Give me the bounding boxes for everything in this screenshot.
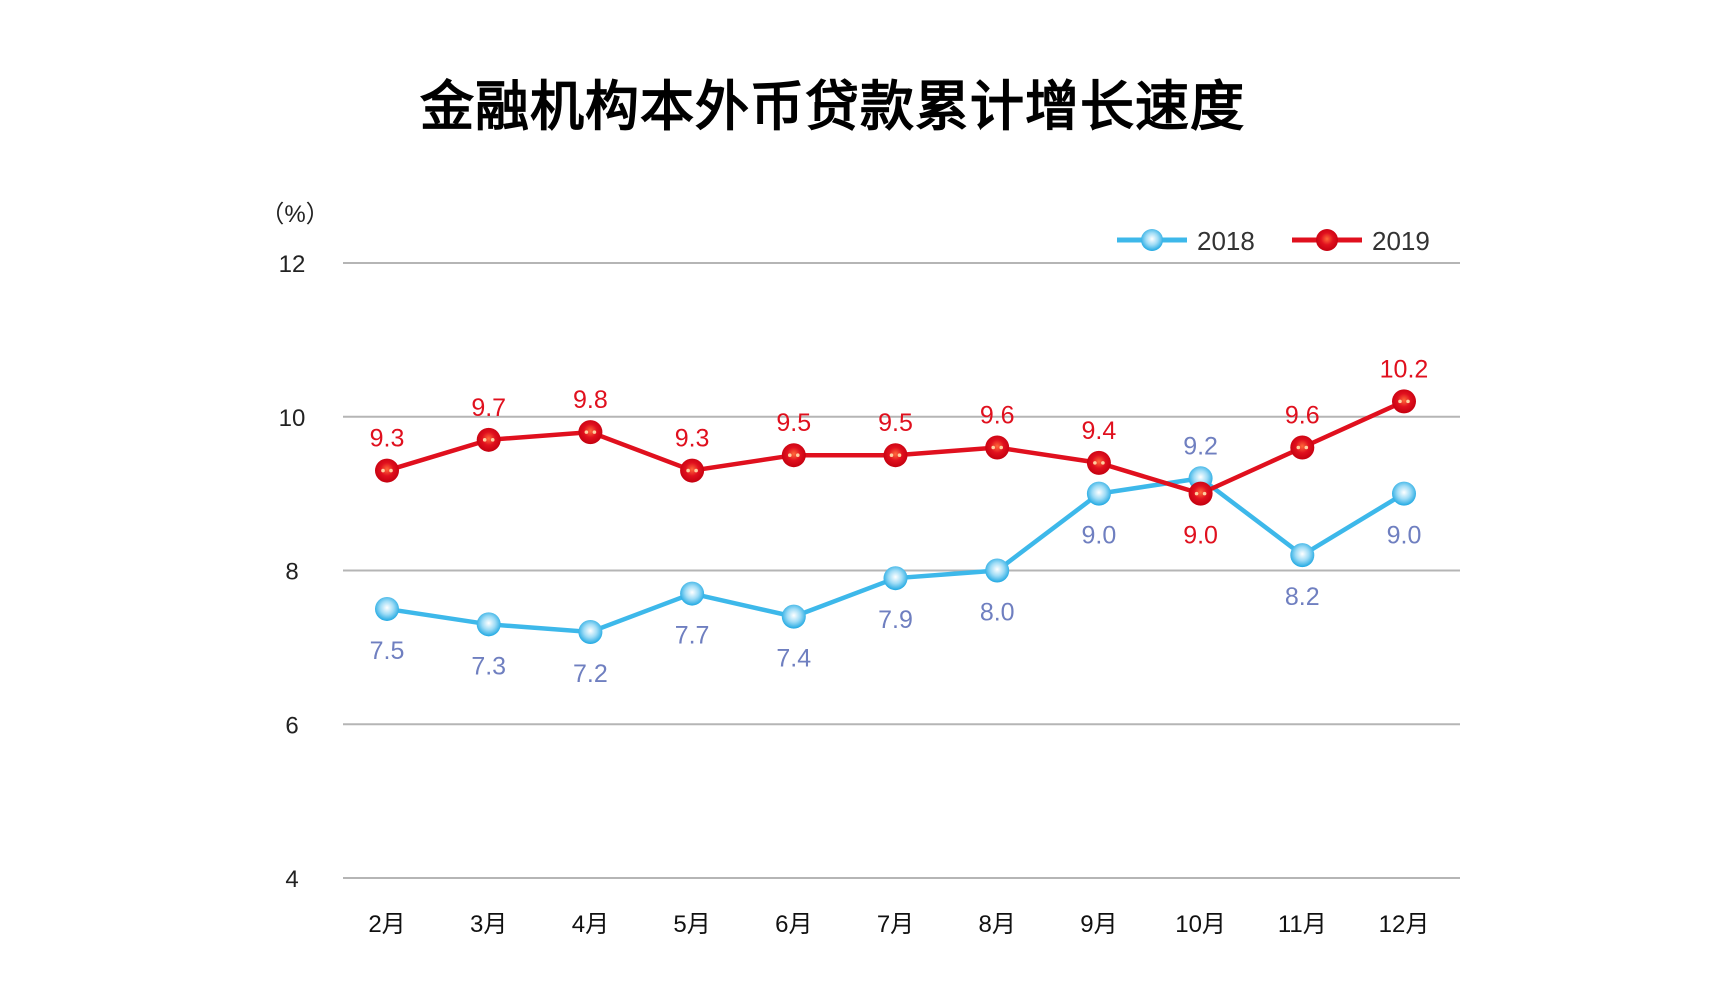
y-axis-unit-label: （%） [260,201,329,228]
x-tick-label: 2月 [368,911,405,938]
data-point-highlight [389,468,393,473]
x-tick-label: 12月 [1379,911,1430,938]
x-tick-label: 8月 [979,911,1016,938]
data-point-highlight [1304,445,1309,450]
x-tick-label: 5月 [673,911,710,938]
y-tick-label: 12 [279,251,306,278]
x-tick-label: 7月 [877,911,914,938]
x-tick-label: 10月 [1175,911,1226,938]
data-point-highlight [1194,491,1199,496]
data-point-2019 [1188,481,1213,506]
data-label-2018: 7.4 [776,645,811,673]
data-point-2019 [781,443,806,468]
data-label-2019: 9.7 [471,394,506,422]
data-point-2019 [1086,450,1111,475]
data-point-highlight [788,453,792,457]
data-point-2018 [578,620,603,644]
data-label-2018: 8.0 [980,599,1015,627]
data-point-highlight [897,453,902,457]
x-tick-label: 11月 [1278,911,1327,938]
chart-title: 金融机构本外币贷款累计增长速度 [420,74,1245,138]
data-point-highlight [490,438,495,442]
data-point-highlight [1398,399,1402,404]
data-label-2018: 9.2 [1183,432,1218,460]
data-label-2019: 9.5 [776,409,811,437]
data-label-2018: 7.9 [878,606,913,634]
y-tick-label: 10 [279,405,306,432]
data-point-2019 [1392,389,1416,414]
data-point-highlight [1101,461,1105,465]
data-point-highlight [686,468,690,473]
data-label-2018: 7.5 [370,637,405,665]
data-label-2019: 9.6 [1285,402,1320,430]
data-label-2018: 9.0 [1082,522,1117,550]
legend-marker-2019 [1316,229,1338,251]
data-point-highlight [694,468,698,473]
data-label-2018: 8.2 [1285,583,1320,611]
data-point-2018 [1290,543,1315,568]
data-point-2019 [1290,435,1315,460]
data-point-2018 [883,566,908,591]
data-point-2019 [883,443,908,468]
data-label-2019: 9.0 [1183,522,1218,550]
data-point-2019 [680,458,705,483]
data-label-2018: 7.3 [471,652,506,680]
data-label-2018: 9.0 [1387,522,1422,550]
data-label-2019: 9.4 [1082,417,1117,445]
data-point-2019 [985,435,1010,460]
data-point-2019 [476,427,501,452]
data-point-2018 [1086,481,1111,506]
data-point-highlight [482,438,487,442]
legend-label: 2018 [1197,226,1255,256]
y-tick-label: 6 [285,712,298,739]
data-point-highlight [889,453,894,457]
data-label-2019: 9.8 [573,386,608,414]
data-point-highlight [796,453,800,457]
data-point-2018 [375,596,399,621]
y-tick-label: 4 [285,866,298,893]
data-point-2018 [781,604,806,629]
data-label-2018: 7.2 [573,660,608,688]
data-point-highlight [381,468,385,473]
data-label-2018: 7.7 [675,622,710,650]
data-point-2019 [578,420,603,445]
data-label-2019: 10.2 [1380,355,1429,383]
data-point-highlight [991,445,995,450]
data-label-2019: 9.3 [675,425,710,453]
data-point-2018 [476,612,501,637]
data-point-highlight [592,430,597,434]
data-point-highlight [584,430,589,434]
legend-marker-2018 [1141,229,1163,251]
data-point-2018 [985,558,1010,583]
data-point-highlight [999,445,1003,450]
data-label-2019: 9.3 [370,425,405,453]
x-tick-label: 4月 [572,911,609,938]
data-point-highlight [1093,461,1097,465]
legend-label: 2019 [1372,226,1430,256]
x-tick-label: 3月 [470,911,507,938]
data-point-highlight [1296,445,1301,450]
data-label-2019: 9.5 [878,409,913,437]
data-point-2018 [1392,481,1416,506]
data-label-2019: 9.6 [980,402,1015,430]
y-tick-label: 8 [285,559,298,586]
x-tick-label: 9月 [1080,911,1117,938]
data-point-2019 [375,458,399,483]
x-tick-label: 6月 [775,911,812,938]
data-point-highlight [1202,491,1207,496]
data-point-highlight [1406,399,1410,404]
data-point-2018 [680,581,705,606]
